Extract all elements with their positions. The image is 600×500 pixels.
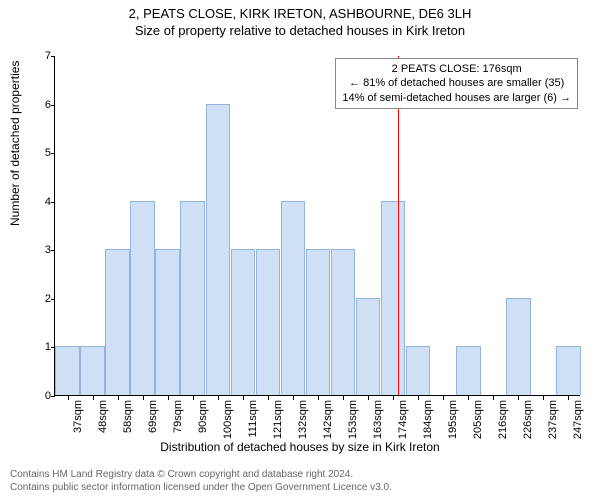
y-tick-mark: [51, 105, 55, 106]
histogram-bar: [80, 346, 105, 395]
annotation-line1: 2 PEATS CLOSE: 176sqm: [342, 62, 571, 76]
chart-titles: 2, PEATS CLOSE, KIRK IRETON, ASHBOURNE, …: [0, 0, 600, 38]
y-tick-mark: [51, 396, 55, 397]
x-tick-mark: [268, 396, 269, 400]
y-tick-label: 0: [31, 390, 51, 402]
x-axis-label: Distribution of detached houses by size …: [0, 440, 600, 454]
histogram-bar: [231, 249, 256, 395]
x-tick-mark: [68, 396, 69, 400]
annotation-line2: ← 81% of detached houses are smaller (35…: [342, 76, 571, 90]
footer-attribution: Contains HM Land Registry data © Crown c…: [10, 469, 392, 494]
y-tick-mark: [51, 153, 55, 154]
y-tick-mark: [51, 250, 55, 251]
y-tick-label: 5: [31, 147, 51, 159]
y-tick-label: 2: [31, 293, 51, 305]
x-tick-mark: [343, 396, 344, 400]
histogram-bar: [506, 298, 531, 395]
x-tick-mark: [368, 396, 369, 400]
y-tick-mark: [51, 299, 55, 300]
x-tick-mark: [568, 396, 569, 400]
x-tick-mark: [168, 396, 169, 400]
histogram-bar: [206, 104, 231, 395]
histogram-bar: [256, 249, 281, 395]
x-tick-mark: [143, 396, 144, 400]
histogram-bar: [406, 346, 431, 395]
histogram-bar: [356, 298, 381, 395]
x-tick-mark: [443, 396, 444, 400]
y-tick-mark: [51, 202, 55, 203]
histogram-bar: [155, 249, 180, 395]
footer-line2: Contains public sector information licen…: [10, 482, 392, 495]
histogram-bar: [381, 201, 406, 395]
y-tick-mark: [51, 56, 55, 57]
x-tick-mark: [243, 396, 244, 400]
histogram-bar: [55, 346, 80, 395]
x-tick-mark: [118, 396, 119, 400]
x-tick-mark: [393, 396, 394, 400]
histogram-bar: [281, 201, 306, 395]
x-tick-mark: [418, 396, 419, 400]
chart-area: 0123456737sqm48sqm58sqm69sqm79sqm90sqm10…: [54, 56, 580, 396]
annotation-box: 2 PEATS CLOSE: 176sqm← 81% of detached h…: [335, 58, 578, 109]
x-tick-mark: [493, 396, 494, 400]
histogram-bar: [130, 201, 155, 395]
plot-area: 0123456737sqm48sqm58sqm69sqm79sqm90sqm10…: [54, 56, 580, 396]
y-tick-label: 3: [31, 244, 51, 256]
x-tick-mark: [93, 396, 94, 400]
histogram-bar: [556, 346, 581, 395]
x-tick-mark: [518, 396, 519, 400]
y-tick-label: 6: [31, 99, 51, 111]
histogram-bar: [331, 249, 356, 395]
x-tick-mark: [468, 396, 469, 400]
title-line1: 2, PEATS CLOSE, KIRK IRETON, ASHBOURNE, …: [0, 6, 600, 21]
y-tick-label: 1: [31, 341, 51, 353]
histogram-bar: [180, 201, 205, 395]
histogram-bar: [306, 249, 331, 395]
x-tick-mark: [543, 396, 544, 400]
x-tick-mark: [293, 396, 294, 400]
x-tick-mark: [218, 396, 219, 400]
title-line2: Size of property relative to detached ho…: [0, 23, 600, 38]
histogram-bar: [456, 346, 481, 395]
y-tick-label: 7: [31, 50, 51, 62]
x-tick-mark: [193, 396, 194, 400]
y-tick-label: 4: [31, 196, 51, 208]
histogram-bar: [105, 249, 130, 395]
x-tick-mark: [318, 396, 319, 400]
y-axis-label: Number of detached properties: [8, 61, 22, 226]
footer-line1: Contains HM Land Registry data © Crown c…: [10, 469, 392, 482]
annotation-line3: 14% of semi-detached houses are larger (…: [342, 91, 571, 105]
